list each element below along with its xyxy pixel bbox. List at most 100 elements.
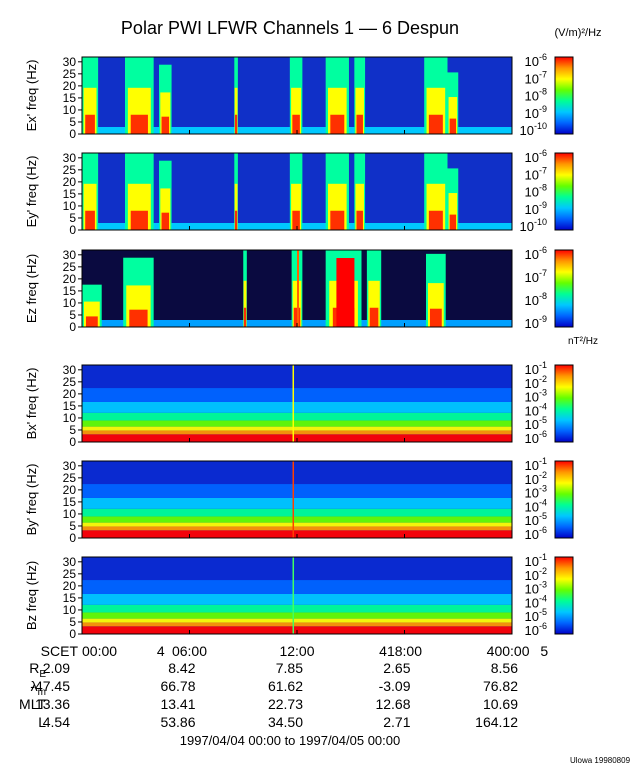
x-day-label: 4 [379,643,387,659]
burst-peak [330,210,345,230]
spectral-band [82,612,512,619]
y-tick-label: 20 [63,175,77,189]
y-tick-label: 15 [63,91,77,105]
colorbar-tick-label: 10-9 [525,314,547,331]
ephemeris-value: 10.69 [483,696,518,712]
y-tick-label: 15 [63,399,77,413]
x-tick-label: 06:00 [172,643,207,659]
spectral-band [82,401,512,413]
spectral-band [82,426,512,431]
colorbar-tick-label: 10-7 [525,268,547,285]
x-day-label: 5 [540,643,548,659]
y-tick-label: 0 [69,531,76,545]
burst-peak [243,307,247,327]
y-tick-label: 0 [69,627,76,641]
y-tick-label: 30 [63,555,77,569]
ephemeris-value: 13.36 [35,696,70,712]
colorbar-tick-label: 10-8 [525,291,547,308]
y-tick-label: 15 [63,187,77,201]
spike [292,365,295,442]
ephemeris-row-label: L [38,714,46,730]
burst-peak [449,214,457,230]
y-tick-label: 10 [63,411,77,425]
spectral-band [82,526,512,531]
colorbar [554,249,574,328]
x-day-label: 4 [487,643,495,659]
y-tick-label: 5 [69,211,76,225]
burst-peak [130,114,148,134]
colorbar-tick-label: 10-6 [525,148,547,165]
y-tick-label: 5 [69,519,76,533]
y-tick-label: 0 [69,127,76,141]
ephemeris-value: 2.65 [383,660,410,676]
ephemeris-value: 22.73 [268,696,303,712]
burst-peak [129,309,148,327]
burst-core [160,188,171,230]
y-tick-label: 30 [63,151,77,165]
colorbar-tick-label: 10-9 [525,104,547,121]
burst-peak [161,116,170,134]
burst-core [368,280,380,327]
y-tick-label: 5 [69,423,76,437]
burst-core [355,87,365,134]
ephemeris-value: 8.42 [168,660,195,676]
burst-peak [330,114,345,134]
burst-core [291,87,302,134]
ephemeris-value: 66.78 [160,678,195,694]
y-tick-label: 15 [63,284,77,298]
spectral-band [82,484,512,498]
ephemeris-value: 7.85 [276,660,303,676]
spectral-band [82,497,512,509]
y-tick-label: 30 [63,55,77,69]
bfield-units-label: nT²/Hz [568,336,598,347]
spectral-band [82,580,512,594]
spectral-band [82,618,512,623]
spectral-band [82,430,512,435]
y-axis-label: Ex' freq (Hz) [24,60,39,132]
y-tick-label: 15 [63,495,77,509]
spectral-band [82,420,512,427]
ephemeris-value: 164.12 [475,714,518,730]
ephemeris-value: 12.68 [375,696,410,712]
burst-peak [428,210,443,230]
y-tick-label: 30 [63,248,77,262]
spike [297,250,299,327]
burst-peak [449,118,457,134]
y-axis-label: Ez freq (Hz) [24,254,39,323]
y-tick-label: 25 [63,67,77,81]
y-axis-label: Ey' freq (Hz) [24,156,39,228]
spike [292,557,295,634]
burst-core [160,92,171,134]
y-tick-label: 25 [63,163,77,177]
spike [292,461,295,538]
colorbar [554,460,574,539]
spectral-band [82,593,512,605]
colorbar-tick-label: 10-7 [525,69,547,86]
time-axis: SCET 00:00 06:00 12:00 18:00 00:004 4 4 5 [41,643,549,659]
y-tick-label: 5 [69,615,76,629]
burst-peak [235,210,238,230]
colorbar [554,556,574,635]
ephemeris-value: 13.41 [160,696,195,712]
spectral-band [82,522,512,527]
y-tick-label: 10 [63,507,77,521]
burst-peak [292,210,300,230]
y-tick-label: 0 [69,435,76,449]
colorbar [554,152,574,231]
y-tick-label: 10 [63,296,77,310]
y-tick-label: 20 [63,387,77,401]
y-tick-label: 25 [63,260,77,274]
y-tick-label: 20 [63,272,77,286]
colorbar [554,364,574,443]
ephemeris-value: 8.56 [491,660,518,676]
burst-peak [369,307,379,327]
burst-peak [356,114,363,134]
y-tick-label: 30 [63,363,77,377]
y-tick-label: 25 [63,471,77,485]
